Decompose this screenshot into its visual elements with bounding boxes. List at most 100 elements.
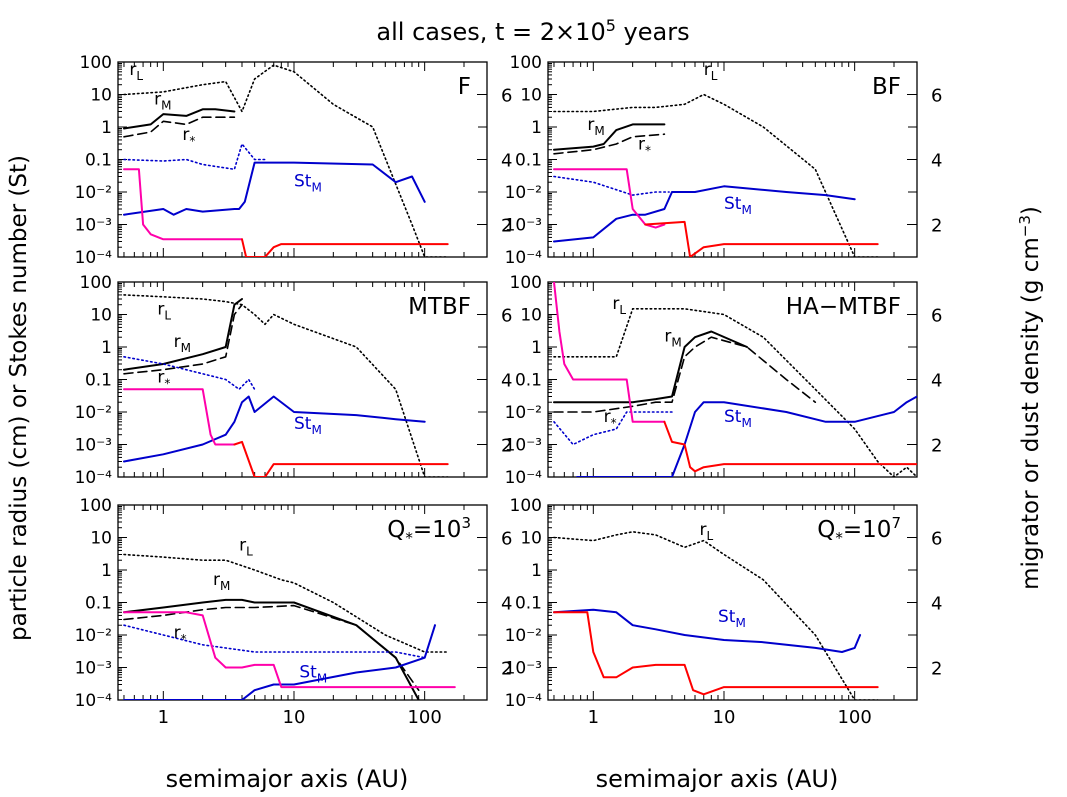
y-tick-label: 10⁻³ <box>75 216 112 236</box>
y2-tick-label: 4 <box>501 594 512 615</box>
panel-label: Q*=103 <box>387 514 471 547</box>
y-tick-label: 0.1 <box>515 371 542 391</box>
curve-label: StM <box>724 194 752 217</box>
plot-area <box>553 282 917 477</box>
panel-label: F <box>458 74 471 100</box>
series-r-L <box>123 294 449 477</box>
series-r-M <box>123 298 243 371</box>
series-line <box>123 624 426 659</box>
curve-label: rL <box>157 300 171 323</box>
y-tick-label: 10⁻² <box>75 626 112 646</box>
series-line <box>553 611 879 696</box>
y-tick-label: 100 <box>80 496 112 516</box>
series-r-star <box>553 336 817 413</box>
y-tick-label: 10 <box>90 306 112 326</box>
plot-area <box>123 294 449 477</box>
curve-label: StM <box>294 414 322 437</box>
y2-tick-label: 2 <box>931 216 942 237</box>
curve-label: StM <box>299 662 327 685</box>
y-tick-label: 100 <box>510 53 542 73</box>
plot-frame <box>547 61 918 258</box>
series-St-M <box>553 608 862 653</box>
series-line <box>644 220 879 257</box>
y-tick-label: 10⁻² <box>75 403 112 423</box>
figure-title: all cases, t = 2×105 years <box>376 16 689 46</box>
x-axis-label-left: semimajor axis (AU) <box>166 765 409 793</box>
y2-tick-label: 2 <box>501 659 512 680</box>
curve-label: r* <box>174 623 187 646</box>
y-tick-label: 10 <box>520 529 542 549</box>
curve-label: rL <box>612 294 626 317</box>
series-r-M <box>553 123 666 151</box>
y2-tick-label: 4 <box>931 151 942 172</box>
series-line <box>553 168 666 229</box>
y2-tick-label: 6 <box>931 86 942 107</box>
x-tick-label: 10 <box>283 707 306 728</box>
series-St-M <box>123 395 426 463</box>
y-tick-label: 1 <box>101 338 112 358</box>
y-tick-label: 1 <box>531 561 542 581</box>
panel-BF: 10⁻⁴ 10⁻³ 10⁻² 0.1 1 10 100 2 4 6 rL rM r* StM BF <box>505 53 943 268</box>
y-tick-label: 0.1 <box>85 594 112 614</box>
series-r-L <box>553 93 879 257</box>
series-r-L <box>123 553 449 653</box>
plot-frame <box>117 61 488 258</box>
curve-label: r* <box>157 368 170 391</box>
series-line <box>123 611 456 689</box>
y-axis-right-label: migrator or dust density (g cm−3) <box>1016 206 1044 590</box>
plot-area <box>123 553 456 700</box>
series-line <box>553 282 666 423</box>
panel-label: Q*=107 <box>817 514 901 547</box>
series-r-star <box>123 604 420 692</box>
curve-label: rM <box>587 115 604 138</box>
series-r-star <box>123 303 243 375</box>
series-r-M <box>123 108 236 130</box>
y-tick-label: 10⁻³ <box>75 436 112 456</box>
curve-label: r* <box>182 125 195 148</box>
x-tick-label: 100 <box>407 707 441 728</box>
y2-tick-label: 2 <box>501 216 512 237</box>
x-tick-label: 100 <box>837 707 871 728</box>
y2-tick-label: 2 <box>931 436 942 457</box>
series-line <box>123 355 256 391</box>
x-tick-label: 10 <box>713 707 736 728</box>
y-tick-label: 10 <box>520 306 542 326</box>
curve-label: rM <box>213 570 230 593</box>
y-tick-label: 10⁻⁴ <box>75 468 113 488</box>
y-tick-label: 100 <box>80 273 112 293</box>
y2-tick-label: 4 <box>501 371 512 392</box>
series-r-star <box>553 133 666 155</box>
series-r-L <box>553 530 879 700</box>
y-tick-label: 10⁻³ <box>75 659 112 679</box>
panel-Q1e7: 10⁻⁴ 10⁻³ 10⁻² 0.1 1 10 100 2 4 6 1 10 100 rL StM Q*=10… <box>505 496 943 728</box>
y2-tick-label: 4 <box>931 371 942 392</box>
series-line <box>553 175 670 196</box>
plot-area <box>553 93 879 257</box>
series-r-star <box>123 116 236 138</box>
y-tick-label: 1 <box>531 118 542 138</box>
curve-label: StM <box>718 607 746 630</box>
y-tick-label: 0.1 <box>85 371 112 391</box>
series-St-M <box>123 624 436 700</box>
x-tick-label: 1 <box>588 707 599 728</box>
panel-HA-MTBF: 10⁻⁴ 10⁻³ 10⁻² 0.1 1 10 100 2 4 6 rL rM r* StM HA−MTBF <box>505 273 943 488</box>
curve-label: rL <box>129 60 143 83</box>
plot-area <box>123 64 449 257</box>
curve-label: rL <box>700 520 714 543</box>
series-line <box>233 440 449 477</box>
y-tick-label: 10⁻⁴ <box>505 468 543 488</box>
series-line <box>123 168 243 241</box>
y-tick-label: 0.1 <box>515 151 542 171</box>
y-tick-label: 100 <box>510 496 542 516</box>
x-axis-label-right: semimajor axis (AU) <box>596 765 839 793</box>
curve-label: rM <box>174 332 191 355</box>
y-tick-label: 10⁻² <box>505 626 542 646</box>
y-tick-label: 0.1 <box>85 151 112 171</box>
y-tick-label: 10⁻⁴ <box>505 691 543 711</box>
y2-tick-label: 6 <box>501 306 512 327</box>
series-line <box>123 143 266 171</box>
y2-tick-label: 4 <box>501 151 512 172</box>
panel-label: MTBF <box>408 294 471 320</box>
